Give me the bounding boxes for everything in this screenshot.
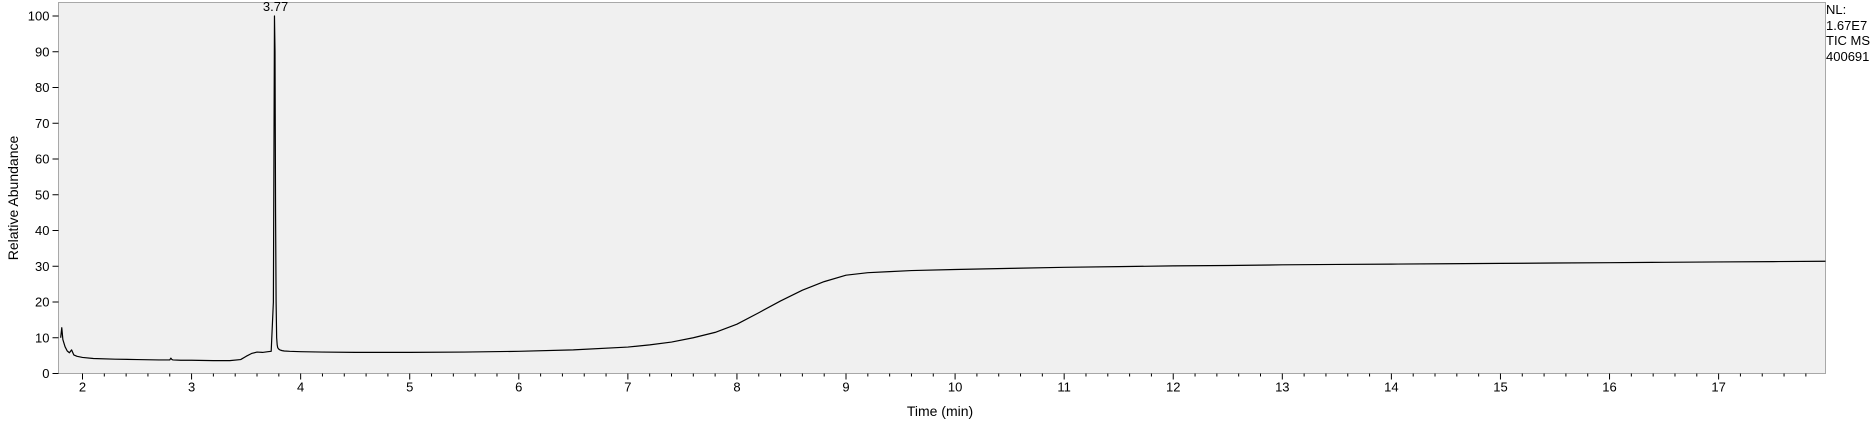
y-tick-label: 0	[42, 366, 49, 381]
y-tick-label: 40	[35, 223, 49, 238]
x-tick-label: 7	[624, 380, 631, 395]
x-tick-label: 5	[406, 380, 413, 395]
peak-label: 3.77	[263, 0, 288, 14]
x-tick-label: 17	[1711, 380, 1725, 395]
y-tick-label: 30	[35, 259, 49, 274]
trace-info-panel: NL: 1.67E7 TIC MS 400691	[1826, 2, 1870, 64]
x-tick-label: 11	[1057, 380, 1071, 395]
y-tick-label: 70	[35, 116, 49, 131]
y-tick-label: 100	[28, 9, 50, 24]
y-axis-title: Relative Abundance	[5, 136, 21, 261]
x-tick-label: 6	[515, 380, 522, 395]
y-axis: 0 10 20 30 40 50 60 70 80 90 100	[28, 9, 59, 381]
x-tick-label: 14	[1384, 380, 1398, 395]
x-axis: 2 3 4 5 6 7 8 9 10 11 12 13 14 15 16 17	[79, 373, 1807, 395]
x-tick-label: 2	[79, 380, 86, 395]
x-tick-label: 16	[1602, 380, 1616, 395]
x-tick-label: 10	[948, 380, 962, 395]
plot-area	[58, 2, 1826, 374]
y-tick-label: 80	[35, 80, 49, 95]
y-tick-label: 50	[35, 187, 49, 202]
x-tick-label: 13	[1275, 380, 1289, 395]
x-tick-label: 4	[297, 380, 304, 395]
y-tick-label: 60	[35, 152, 49, 167]
x-tick-label: 8	[733, 380, 740, 395]
sample-id: 400691	[1826, 48, 1870, 64]
x-tick-label: 9	[842, 380, 849, 395]
x-tick-label: 3	[188, 380, 195, 395]
y-tick-label: 90	[35, 44, 49, 59]
y-tick-label: 20	[35, 295, 49, 310]
nl-value: 1.67E7	[1826, 17, 1868, 33]
x-axis-title: Time (min)	[907, 403, 973, 419]
y-tick-label: 10	[35, 330, 49, 345]
x-tick-label: 15	[1493, 380, 1507, 395]
tic-trace-line	[60, 15, 1826, 362]
nl-label: NL:	[1826, 2, 1847, 17]
x-tick-label: 12	[1166, 380, 1180, 395]
trace-type: TIC MS	[1826, 33, 1871, 48]
peak-annotations: 3.77	[263, 0, 288, 14]
